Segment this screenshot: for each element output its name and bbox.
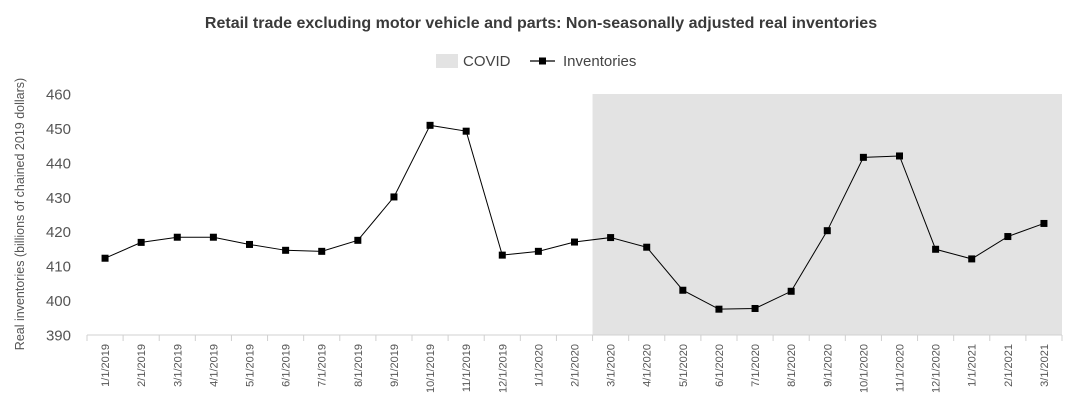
data-point bbox=[643, 243, 651, 251]
y-tick-label: 400 bbox=[46, 293, 71, 310]
x-tick-label: 2/1/2019 bbox=[136, 344, 148, 387]
data-point bbox=[607, 234, 615, 242]
x-tick-label: 5/1/2019 bbox=[245, 344, 257, 387]
x-tick-label: 6/1/2019 bbox=[281, 344, 293, 387]
legend: COVID Inventories bbox=[436, 53, 636, 70]
x-tick-label: 4/1/2020 bbox=[642, 344, 654, 387]
x-tick-label: 8/1/2020 bbox=[786, 344, 798, 387]
data-point bbox=[968, 255, 976, 263]
x-tick-label: 2/1/2020 bbox=[570, 344, 582, 387]
x-tick-label: 2/1/2021 bbox=[1003, 344, 1015, 387]
legend-label-covid: COVID bbox=[463, 53, 511, 70]
x-tick-label: 1/1/2021 bbox=[967, 344, 979, 387]
x-tick-label: 1/1/2020 bbox=[533, 344, 545, 387]
data-point bbox=[751, 304, 759, 312]
x-tick-label: 7/1/2020 bbox=[750, 344, 762, 387]
data-point bbox=[859, 153, 867, 161]
data-point bbox=[246, 240, 253, 248]
y-axis-label: Real inventories (billions of chained 20… bbox=[13, 78, 27, 350]
data-point bbox=[823, 227, 831, 235]
x-tick-label: 12/1/2020 bbox=[931, 344, 943, 393]
x-tick-label: 8/1/2019 bbox=[353, 344, 365, 387]
data-point bbox=[209, 233, 217, 241]
chart-title: Retail trade excluding motor vehicle and… bbox=[205, 15, 877, 32]
data-point bbox=[462, 127, 470, 135]
data-point bbox=[390, 193, 398, 201]
y-tick-label: 430 bbox=[46, 190, 71, 207]
x-tick-label: 10/1/2020 bbox=[858, 344, 870, 393]
y-tick-label: 460 bbox=[46, 87, 71, 104]
y-tick-label: 410 bbox=[46, 259, 71, 276]
y-tick-label: 440 bbox=[46, 155, 71, 172]
data-point bbox=[282, 246, 290, 254]
data-point bbox=[896, 152, 903, 160]
x-tick-label: 9/1/2019 bbox=[389, 344, 401, 387]
data-point bbox=[318, 247, 326, 255]
y-tick-label: 450 bbox=[46, 121, 71, 138]
x-tick-label: 3/1/2020 bbox=[606, 344, 618, 387]
x-tick-label: 1/1/2019 bbox=[100, 344, 112, 387]
x-tick-label: 6/1/2020 bbox=[714, 344, 726, 387]
legend-swatch-covid bbox=[436, 54, 458, 68]
data-point bbox=[354, 236, 362, 244]
legend-label-inventories: Inventories bbox=[563, 53, 636, 70]
legend-marker-inventories bbox=[539, 57, 546, 65]
data-point bbox=[426, 121, 434, 129]
data-point bbox=[715, 305, 723, 313]
data-point bbox=[1040, 219, 1048, 227]
data-point bbox=[571, 238, 578, 246]
data-point bbox=[932, 245, 940, 253]
data-point bbox=[101, 254, 109, 262]
y-tick-label: 420 bbox=[46, 224, 71, 241]
data-point bbox=[787, 287, 795, 295]
x-tick-label: 3/1/2019 bbox=[172, 344, 184, 387]
data-point bbox=[173, 233, 181, 241]
x-tick-label: 12/1/2019 bbox=[497, 344, 509, 393]
x-tick-label: 4/1/2019 bbox=[208, 344, 220, 387]
x-tick-label: 11/1/2020 bbox=[895, 344, 907, 392]
x-tick-label: 5/1/2020 bbox=[678, 344, 690, 387]
x-tick-label: 9/1/2020 bbox=[822, 344, 834, 387]
data-point bbox=[498, 251, 506, 259]
covid-shaded-region bbox=[592, 94, 1062, 335]
data-point bbox=[137, 238, 145, 246]
x-tick-label: 3/1/2021 bbox=[1039, 344, 1051, 387]
x-tick-label: 11/1/2019 bbox=[461, 344, 473, 392]
x-tick-label: 7/1/2019 bbox=[317, 344, 329, 387]
y-tick-label: 390 bbox=[46, 328, 71, 345]
data-point bbox=[679, 286, 687, 294]
data-point bbox=[1004, 233, 1012, 241]
x-tick-label: 10/1/2019 bbox=[425, 344, 437, 393]
data-point bbox=[534, 247, 542, 255]
